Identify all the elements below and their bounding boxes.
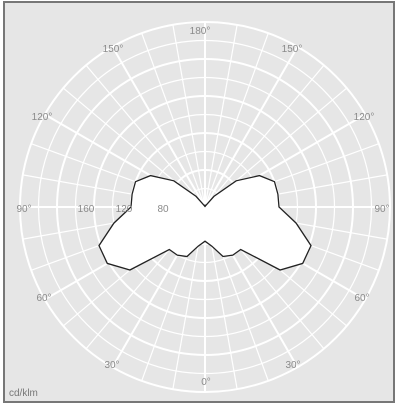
angle-label-top: 180° [190, 26, 211, 37]
grid-spoke-220 [85, 64, 206, 208]
angle-label-90-left: 90° [16, 204, 31, 215]
radial-label-120: 120 [116, 204, 133, 215]
angle-label-120-left: 120° [32, 112, 53, 123]
angle-label-30-left: 30° [104, 360, 119, 371]
angle-label-120-right: 120° [354, 112, 375, 123]
unit-label: cd/klm [9, 388, 38, 399]
grid-spoke-140 [204, 64, 325, 208]
grid-spoke-170 [204, 24, 238, 208]
grid-spoke-190 [172, 24, 206, 208]
radial-label-160: 160 [78, 204, 95, 215]
grid-spoke-150 [204, 46, 299, 208]
angle-label-60-right: 60° [354, 293, 369, 304]
angle-label-90-right: 90° [374, 204, 389, 215]
radial-label-80: 80 [157, 204, 169, 215]
grid-spoke-210 [111, 46, 206, 208]
angle-label-60-left: 60° [36, 293, 51, 304]
angle-label-150-right: 150° [282, 44, 303, 55]
luminous-intensity-curve [98, 174, 312, 271]
angle-label-bottom: 0° [201, 377, 211, 388]
angle-label-150-left: 150° [103, 44, 124, 55]
grid-spoke-200 [141, 32, 206, 208]
grid-spoke-160 [204, 32, 269, 208]
angle-label-30-right: 30° [285, 360, 300, 371]
